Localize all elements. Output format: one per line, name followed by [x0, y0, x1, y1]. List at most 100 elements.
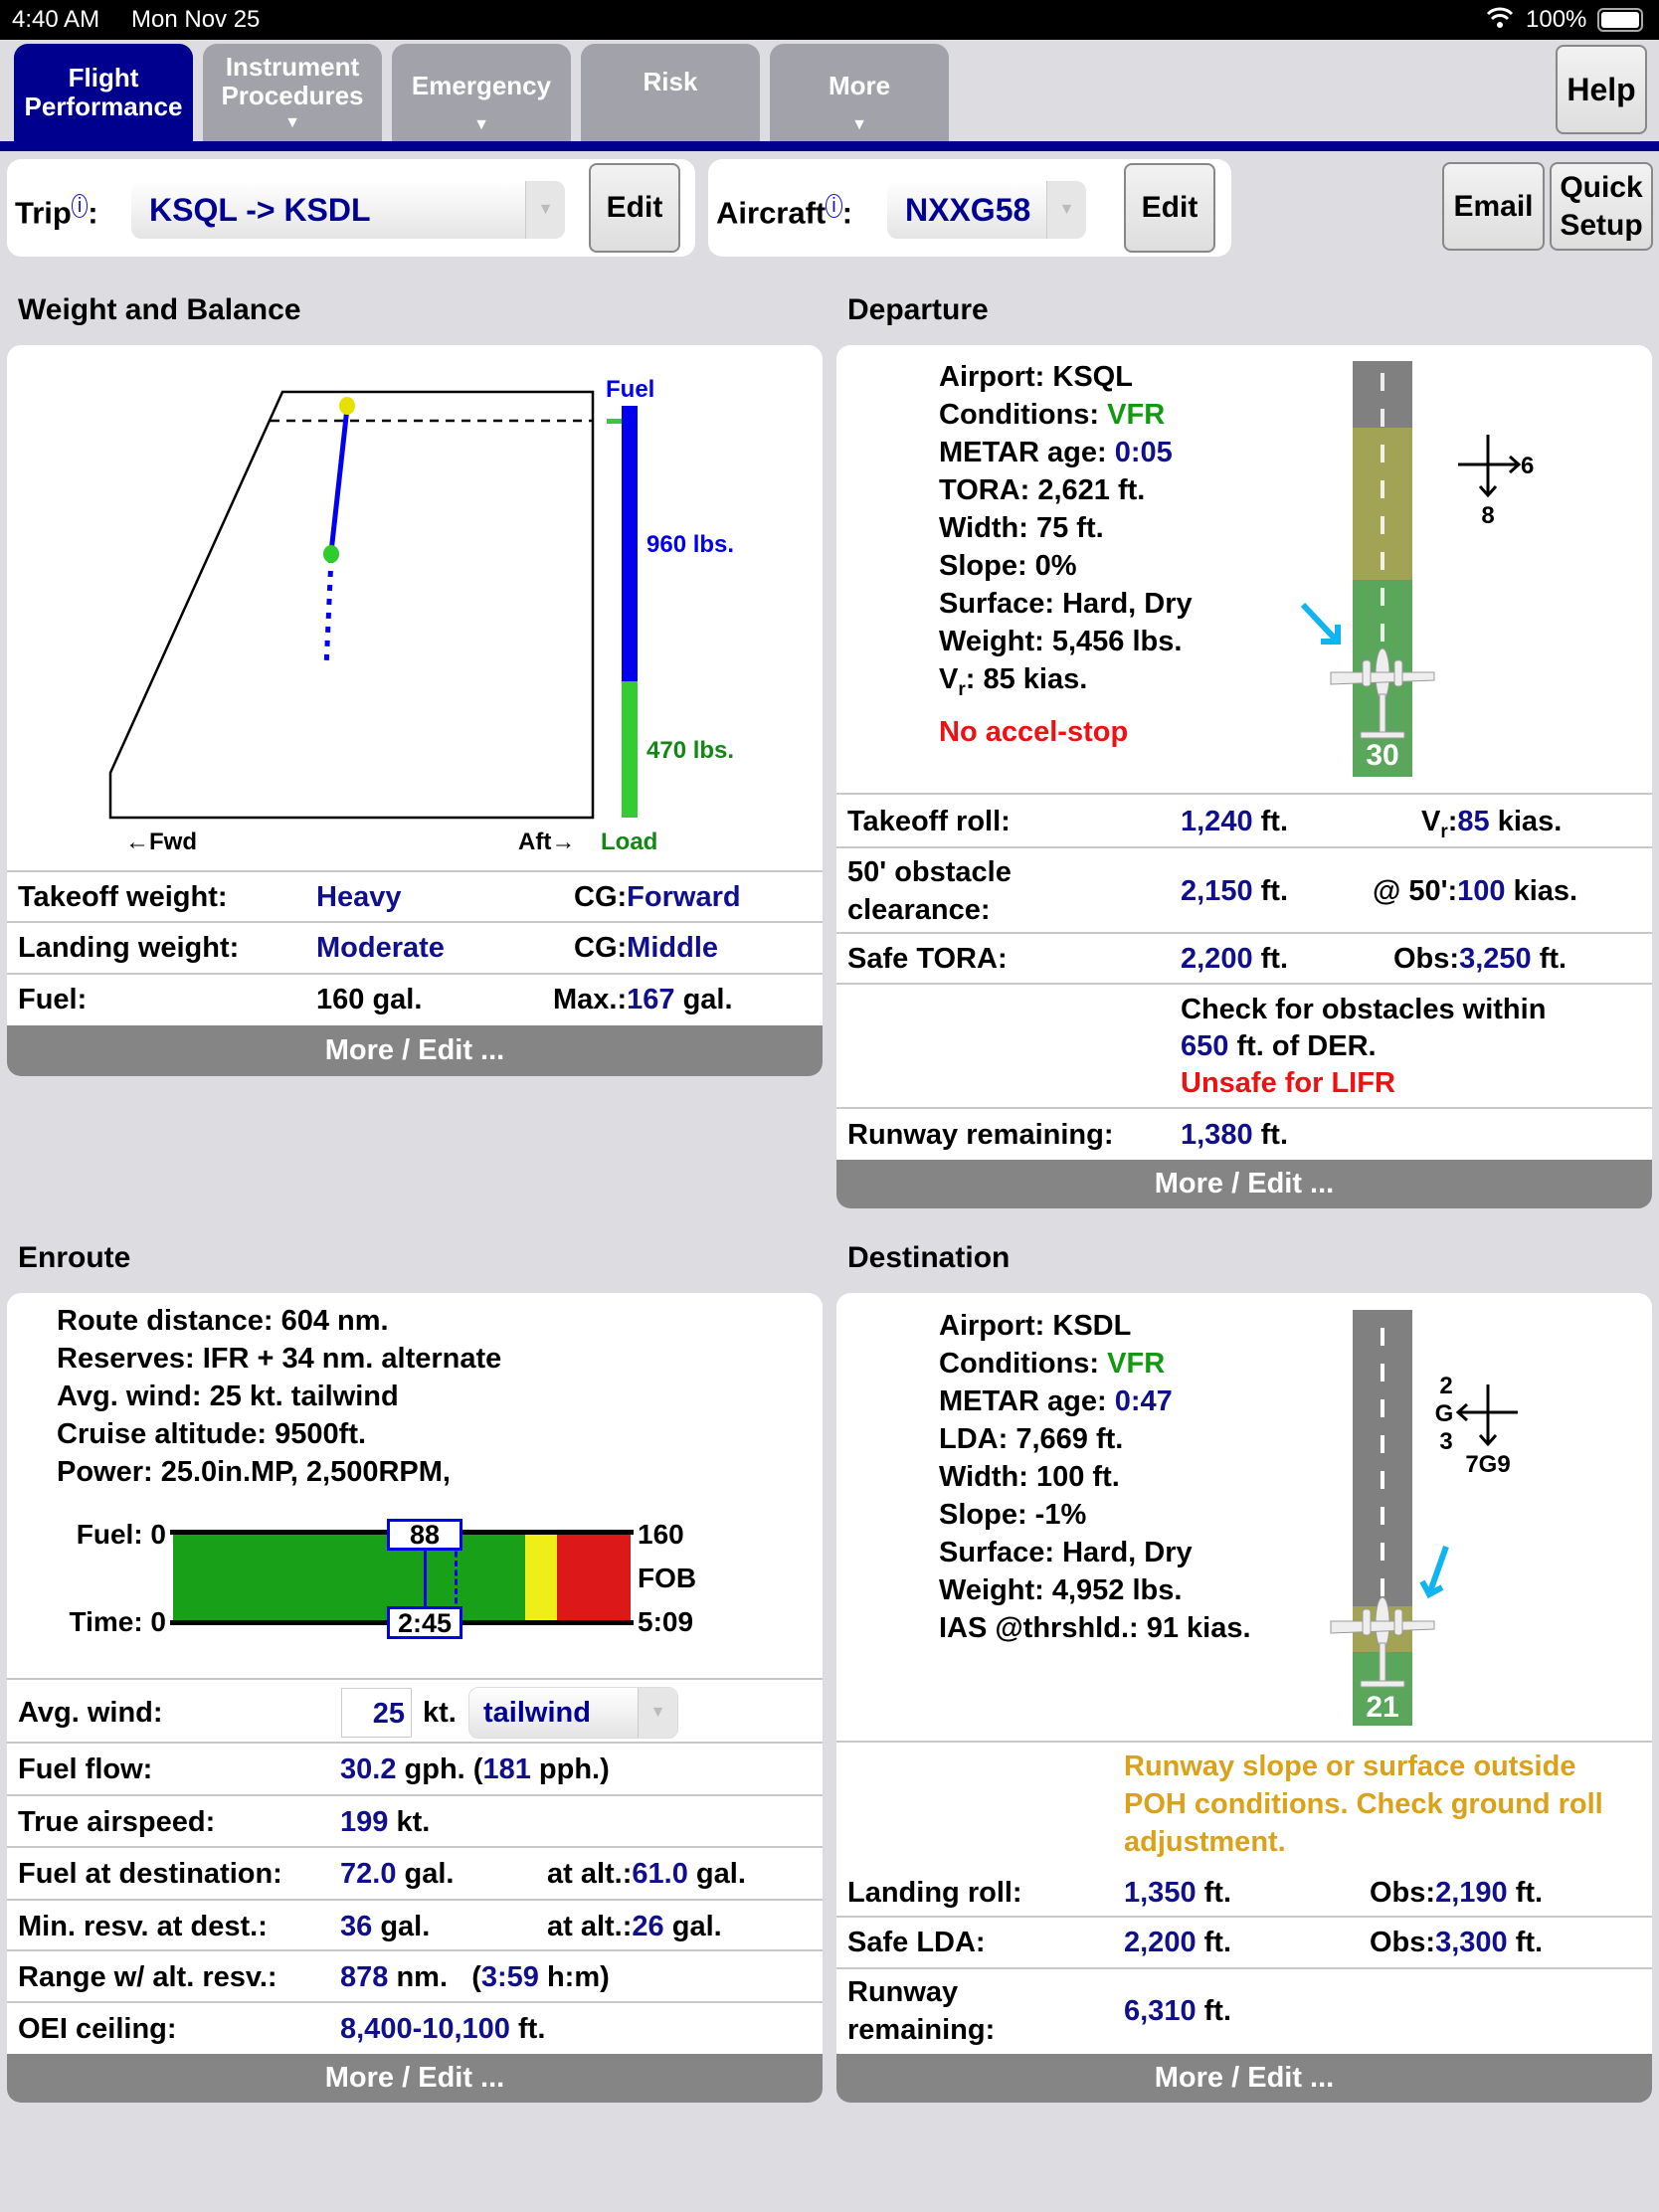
- wind-direction-select[interactable]: tailwind ▼: [468, 1687, 678, 1739]
- quick-setup-button[interactable]: Quick Setup: [1550, 162, 1653, 251]
- tab-label: More: [828, 70, 891, 100]
- obs-number: 3,300: [1435, 1927, 1508, 1958]
- obstacle-check-row: Check for obstacles within 650 ft. of DE…: [836, 983, 1652, 1107]
- row-unit: ft.: [1260, 875, 1289, 907]
- at-label: @ 50':: [1373, 875, 1458, 907]
- landing-roll-value: 1,350: [1124, 1877, 1197, 1909]
- crosswind-gust-label: G: [1435, 1400, 1454, 1427]
- fuel-dest-value: 72.0: [340, 1858, 397, 1890]
- max-weight-tick: [607, 419, 622, 424]
- row-unit: ft.: [1260, 806, 1289, 837]
- conditions-value: VFR: [1107, 1348, 1166, 1380]
- weight-balance-chart[interactable]: [0, 0, 826, 875]
- check-text: ft. of DER.: [1236, 1030, 1377, 1062]
- trip-select[interactable]: KSQL -> KSDL ▼: [131, 181, 565, 239]
- fuel-reserve-segment: [557, 1533, 631, 1622]
- vr-label: V: [939, 663, 959, 695]
- enroute-more-button[interactable]: More / Edit ...: [7, 2054, 823, 2103]
- conditions-value: VFR: [1107, 399, 1166, 431]
- conditions-line: Conditions: VFR: [939, 396, 1193, 434]
- tab-emergency[interactable]: Emergency ▼: [392, 44, 571, 141]
- landing-roll-unit: ft.: [1203, 1877, 1232, 1909]
- obs-group: Obs:3,250 ft.: [1393, 943, 1567, 976]
- enroute-panel: [7, 1293, 823, 2103]
- true-airspeed-row: True airspeed: 199 kt.: [7, 1794, 823, 1846]
- fwd-label: ←Fwd: [125, 829, 197, 855]
- tab-flight-performance[interactable]: Flight Performance: [14, 44, 193, 141]
- vr-value: 85: [1457, 806, 1490, 837]
- info-icon[interactable]: i: [71, 194, 89, 218]
- metar-label: METAR age:: [939, 1385, 1115, 1417]
- weight-balance-more-button[interactable]: More / Edit ...: [7, 1025, 823, 1076]
- tab-more[interactable]: More ▼: [770, 44, 949, 141]
- vr-group: Vr:85 kias.: [1421, 806, 1562, 843]
- row-label: Runway: [847, 1976, 959, 2008]
- fuel-dest-unit: gal.: [404, 1858, 455, 1890]
- avg-wind-row: Avg. wind: 25 kt. tailwind ▼: [7, 1678, 823, 1742]
- tab-underline: [0, 141, 1659, 151]
- help-button[interactable]: Help: [1556, 45, 1647, 134]
- alt-label: at alt.:: [547, 1858, 633, 1890]
- trip-edit-button[interactable]: Edit: [589, 163, 680, 253]
- aircraft-value: NXXG58: [905, 191, 1031, 228]
- tab-label: Emergency: [411, 70, 552, 100]
- vr-sub: r: [1440, 821, 1448, 842]
- row-label: Avg. wind:: [18, 1697, 163, 1729]
- fuel-flow-pph: 181: [482, 1753, 531, 1785]
- fuel-flow-pph-unit: pph.): [538, 1753, 610, 1785]
- row-value-group: 1,380 ft.: [1181, 1119, 1288, 1152]
- fuel-flow-gph: 30.2: [340, 1753, 397, 1785]
- aircraft-label: Aircraft i:: [716, 194, 853, 231]
- cg-value: Middle: [627, 932, 719, 964]
- ias-line: IAS @thrshld.: 91 kias.: [939, 1612, 1251, 1644]
- route-distance: Route distance: 604 nm.: [57, 1305, 389, 1337]
- departure-more-button[interactable]: More / Edit ...: [836, 1160, 1652, 1208]
- safe-lda-row: Safe LDA: 2,200 ft. Obs:3,300 ft.: [836, 1916, 1652, 1967]
- airport-line: Airport: KSQL: [939, 361, 1133, 393]
- metar-label: METAR age:: [939, 437, 1115, 468]
- wind-direction-value: tailwind: [483, 1696, 591, 1729]
- alt-label: at alt.:: [547, 1911, 633, 1942]
- alt-fuel: 61.0: [632, 1858, 688, 1890]
- tab-risk[interactable]: Risk: [581, 44, 760, 141]
- time-min-label: Time: 0: [69, 1606, 166, 1637]
- obs-unit: ft.: [1515, 1877, 1544, 1909]
- range-unit: nm.: [396, 1961, 449, 1993]
- row-value: 1,240: [1181, 806, 1253, 837]
- row-label: Takeoff weight:: [18, 881, 228, 913]
- email-button[interactable]: Email: [1442, 162, 1545, 251]
- row-value: 36 gal.: [340, 1911, 430, 1943]
- fuel-burn-line: [328, 407, 350, 553]
- weight-balance-panel: [7, 345, 823, 1076]
- range-paren: (: [471, 1961, 481, 1993]
- cg-label: CG:: [574, 932, 628, 964]
- fuel-label: Fuel: [606, 376, 655, 403]
- fuel-max-label: 160: [638, 1519, 684, 1550]
- alt-unit: gal.: [695, 1858, 746, 1890]
- dropdown-arrow-icon: ▼: [284, 114, 300, 131]
- weight-balance-heading: Weight and Balance: [18, 293, 301, 326]
- tab-instrument-procedures[interactable]: Instrument Procedures ▼: [203, 44, 382, 141]
- destination-runway-diagram: 21 2 G 3 7G9: [1330, 1310, 1518, 1726]
- row-value: 1,350 ft.: [1124, 1877, 1231, 1910]
- tab-label: Procedures: [221, 81, 364, 110]
- runway-available: [1353, 1310, 1412, 1606]
- alt-value: at alt.:26 gal.: [547, 1911, 722, 1943]
- vr-line: Vr: 85 kias.: [939, 660, 1193, 709]
- row-label: Range w/ alt. resv.:: [18, 1961, 277, 1993]
- aircraft-select[interactable]: NXXG58 ▼: [887, 181, 1086, 239]
- weight-line: Weight: 5,456 lbs.: [939, 626, 1183, 657]
- obs-value: 3,250: [1459, 943, 1532, 975]
- fuel-used-marker: [424, 1533, 427, 1622]
- safe-tora-row: Safe TORA: 2,200 ft. Obs:3,250 ft.: [836, 932, 1652, 983]
- avg-wind-input[interactable]: 25: [341, 1688, 412, 1738]
- row-unit: kt.: [423, 1697, 457, 1729]
- aircraft-edit-button[interactable]: Edit: [1124, 163, 1215, 253]
- at-group: @ 50':100 kias.: [1373, 875, 1577, 908]
- destination-more-button[interactable]: More / Edit ...: [836, 2054, 1652, 2103]
- wind-arrow-icon: [1300, 602, 1338, 642]
- vr-label: V: [1421, 806, 1441, 837]
- info-icon[interactable]: i: [826, 194, 842, 218]
- cg-group: CG:Forward: [574, 881, 741, 914]
- takeoff-point: [339, 397, 355, 415]
